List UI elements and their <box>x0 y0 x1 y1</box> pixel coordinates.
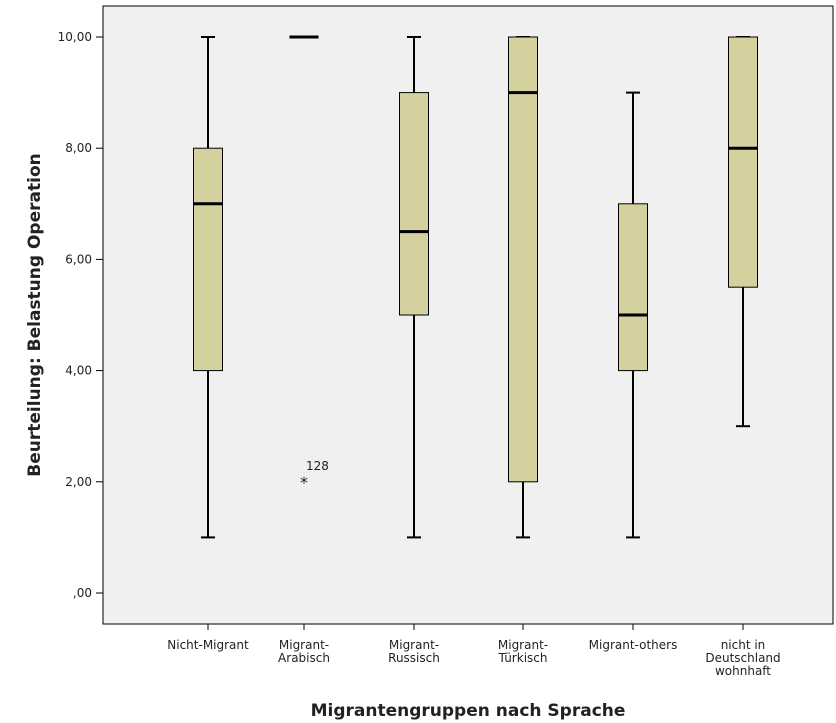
box <box>399 92 429 316</box>
x-tick-label: Migrant- <box>279 638 329 652</box>
x-tick-label: wohnhaft <box>715 664 771 678</box>
y-tick-label: 2,00 <box>65 475 92 489</box>
box <box>508 36 538 483</box>
x-tick-label: Migrant- <box>498 638 548 652</box>
x-axis: Nicht-Migrant Migrant-ArabischMigrant-Rus… <box>167 624 781 678</box>
x-tick-label: Migrant- <box>389 638 439 652</box>
box <box>728 36 758 288</box>
y-tick-label: 4,00 <box>65 364 92 378</box>
y-tick-label: ,00 <box>73 586 92 600</box>
outlier-series: *128 <box>300 459 329 492</box>
outlier-marker: * <box>300 473 308 492</box>
x-tick-label: Nicht-Migrant <box>167 638 249 652</box>
box <box>193 147 223 372</box>
box-group <box>399 36 429 539</box>
x-axis-title: Migrantengruppen nach Sprache <box>311 701 626 721</box>
y-axis: ,00 2,00 4,00 6,00 8,00 10,00 <box>58 30 103 600</box>
y-tick-label: 10,00 <box>58 30 92 44</box>
box-group <box>618 91 648 539</box>
x-tick-label: Russisch <box>388 651 440 665</box>
plot-area <box>102 5 834 625</box>
outlier-label: 128 <box>306 459 329 473</box>
y-axis-title: Beurteilung: Belastung Operation <box>25 153 45 476</box>
y-tick-label: 8,00 <box>65 141 92 155</box>
x-tick-label: Arabisch <box>278 651 330 665</box>
x-tick-label: nicht in <box>721 638 766 652</box>
x-tick-label: Türkisch <box>498 651 548 665</box>
box-group <box>508 36 538 539</box>
x-tick-label: Deutschland <box>705 651 780 665</box>
x-tick-label: Migrant-others <box>589 638 678 652</box>
y-tick-label: 6,00 <box>65 252 92 266</box>
box-group <box>728 36 758 428</box>
box <box>618 203 648 372</box>
box-series <box>193 35 758 539</box>
box-group <box>193 36 223 539</box>
